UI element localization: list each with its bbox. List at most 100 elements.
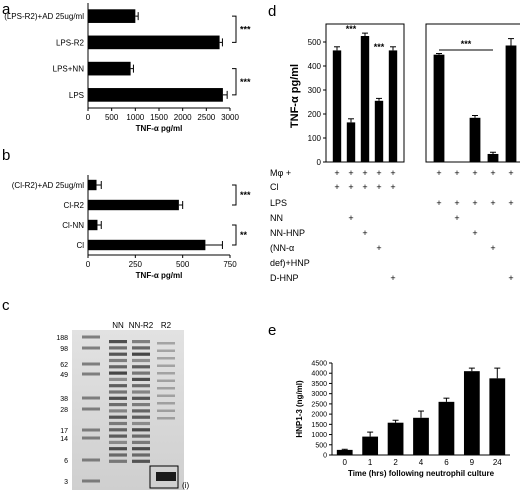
plus-mark: + — [508, 273, 513, 283]
condition-label: NN-HNP — [270, 228, 305, 238]
bar — [463, 371, 480, 455]
y-tick-label: 400 — [308, 62, 322, 71]
plus-mark: + — [472, 198, 477, 208]
plus-mark: + — [390, 182, 395, 192]
gel-sample-band — [132, 340, 150, 344]
y-tick-label: 300 — [308, 86, 322, 95]
gel-sample-band — [109, 352, 127, 356]
bar — [88, 35, 220, 50]
condition-label: NN — [270, 213, 283, 223]
plus-mark: + — [362, 168, 367, 178]
y-tick-label: 500 — [315, 442, 327, 449]
x-tick-label: 2 — [393, 458, 398, 467]
plus-mark: + — [362, 182, 367, 192]
gel-sample-band — [109, 434, 127, 438]
x-tick-label: 0 — [342, 458, 347, 467]
y-tick-label: 0 — [323, 453, 327, 460]
gel-sample-band — [109, 415, 127, 419]
y-tick-label: 4000 — [311, 371, 327, 378]
gel-sample-band — [109, 346, 127, 350]
significance-label: *** — [240, 77, 251, 87]
condition-label: LPS — [270, 198, 287, 208]
y-tick-label: 3500 — [311, 381, 327, 388]
bar — [505, 45, 517, 162]
gel-marker-band — [82, 436, 100, 440]
gel-marker-label: 28 — [60, 407, 68, 414]
plus-mark: + — [334, 182, 339, 192]
y-tick-label: 3000 — [311, 391, 327, 398]
gel-marker-band — [82, 396, 100, 400]
x-tick-label: 1000 — [126, 113, 144, 122]
gel-sample-band — [157, 379, 175, 382]
x-tick-label: 9 — [470, 458, 475, 467]
panel-label-b: b — [2, 147, 10, 164]
gel-marker-label: 49 — [60, 372, 68, 379]
bar — [388, 50, 398, 162]
chart-panel-a: (LPS-R2)+AD 25ug/ml LPS-R2 LPS+NN LPS 0 500 10… — [4, 3, 251, 133]
condition-label: def)+HNP — [270, 258, 310, 268]
condition-label: D-HNP — [270, 273, 299, 283]
x-tick-label: 2000 — [174, 113, 192, 122]
bar — [88, 61, 131, 76]
gel-marker-band — [82, 407, 100, 411]
significance-bracket — [232, 224, 237, 246]
x-tick-label: 1500 — [150, 113, 168, 122]
bar — [88, 239, 206, 251]
plus-mark: + — [376, 168, 381, 178]
gel-sample-band — [109, 365, 127, 369]
plus-mark: + — [454, 213, 459, 223]
gel-sample-band — [132, 365, 150, 369]
significance-bracket — [232, 15, 237, 43]
gel-sample-band — [157, 417, 175, 420]
bar — [88, 199, 179, 211]
plus-mark: + — [508, 198, 513, 208]
y-tick-label: 100 — [308, 134, 322, 143]
gel-marker-band — [82, 458, 100, 462]
gel-sample-band — [109, 440, 127, 444]
chart-panel-b: (Cl-R2)+AD 25ug/ml Cl-R2 Cl-NN Cl 0 250 500 750… — [12, 175, 251, 280]
x-axis-title: TNF-α pg/ml — [136, 124, 183, 133]
x-tick-label: 1 — [368, 458, 373, 467]
gel-marker-label: 62 — [60, 362, 68, 369]
plus-mark: + — [334, 168, 339, 178]
significance-label: ** — [240, 230, 248, 240]
gel-sample-band — [109, 377, 127, 381]
gel-sample-band — [132, 459, 150, 463]
gel-sample-band — [132, 428, 150, 432]
gel-highlight-box — [149, 465, 179, 489]
plus-mark: + — [472, 168, 477, 178]
significance-label: *** — [346, 24, 357, 34]
gel-sample-band — [157, 402, 175, 405]
bar — [88, 88, 223, 102]
gel-sample-band — [109, 390, 127, 394]
gel-marker-label: 14 — [60, 436, 68, 443]
gel-lane-label: NN-R2 — [129, 321, 154, 330]
gel-sample-band — [157, 364, 175, 367]
panel-label-d: d — [268, 3, 276, 20]
y-tick-label: 2000 — [311, 412, 327, 419]
bar — [438, 401, 455, 455]
significance-label: *** — [461, 39, 472, 49]
plus-mark: + — [472, 228, 477, 238]
category-label: (Cl-R2)+AD 25ug/ml — [12, 181, 84, 190]
y-axis-title: HNP1-3 (ng/ml) — [295, 380, 304, 438]
y-tick-label: 500 — [308, 38, 322, 47]
gel-sample-band — [109, 421, 127, 426]
gel-marker-label: 17 — [60, 428, 68, 435]
significance-label: *** — [240, 190, 251, 200]
category-label: (LPS-R2)+AD 25ug/ml — [4, 12, 84, 21]
plus-mark: + — [376, 243, 381, 253]
chart-panel-d: TNF-α pg/ml 0 100 200 300 400 500 *** *** *** Mφ +… — [270, 23, 520, 283]
gel-marker-band — [82, 346, 100, 350]
category-label: Cl — [76, 241, 84, 250]
gel-sample-band — [132, 453, 150, 457]
gel-marker-label: 188 — [56, 335, 68, 342]
gel-marker-label: 98 — [60, 346, 68, 353]
x-tick-label: 4 — [419, 458, 424, 467]
gel-sample-band — [109, 459, 127, 463]
condition-label: Mφ + — [270, 168, 291, 178]
panel-label-a: a — [2, 1, 11, 18]
gel-sample-band — [109, 358, 127, 363]
plus-mark: + — [490, 243, 495, 253]
plus-mark: + — [436, 168, 441, 178]
